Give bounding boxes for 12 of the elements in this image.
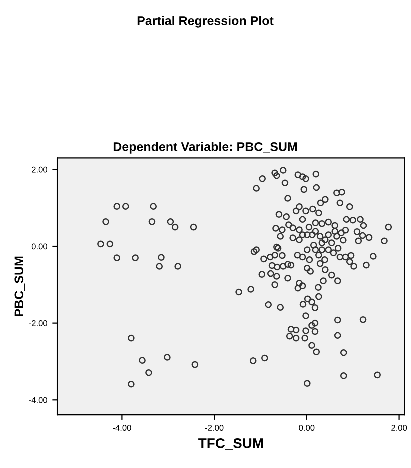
chart-subtitle: Dependent Variable: PBC_SUM xyxy=(114,142,298,154)
y-axis-title: PBC_SUM xyxy=(14,256,25,316)
x-tick-label: -2.00 xyxy=(205,425,224,431)
y-tick-label: -2.00 xyxy=(29,320,48,326)
chart-title: Partial Regression Plot xyxy=(138,16,274,28)
y-tick-label: 0.00 xyxy=(32,244,48,250)
x-tick-label: 2.00 xyxy=(392,425,408,431)
x-tick-label: 0.00 xyxy=(299,425,315,431)
x-tick-label: -4.00 xyxy=(113,425,132,431)
y-tick-label: -4.00 xyxy=(29,397,48,404)
y-tick-label: 2.00 xyxy=(32,166,48,173)
x-axis-title: TFC_SUM xyxy=(198,438,264,450)
